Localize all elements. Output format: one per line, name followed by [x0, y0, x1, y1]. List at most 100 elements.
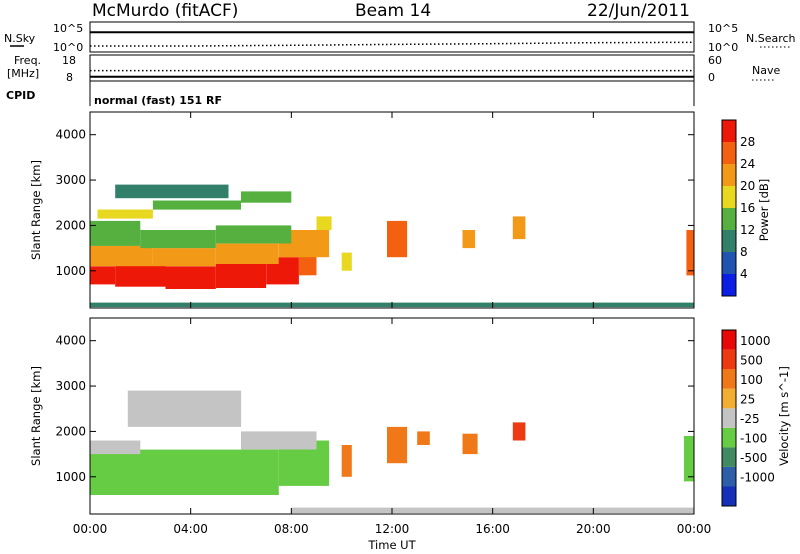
colorbar-segment	[722, 120, 736, 142]
velocity-y-axis: 4000 3000 2000 1000	[55, 334, 694, 484]
x-tick-label: 20:00	[576, 522, 611, 536]
velocity-colorbar: 1000 500 100 25 -25 -100 -500 -1000	[721, 329, 775, 507]
beam-title: Beam 14	[355, 1, 431, 21]
heatmap-cell	[90, 266, 116, 285]
heatmap-cell	[90, 220, 141, 246]
heatmap-cell	[97, 209, 153, 219]
y-tick-label: 3000	[55, 379, 86, 393]
nave-tick-low: 0	[708, 71, 715, 84]
heatmap-cell	[341, 252, 352, 271]
heatmap-cell	[215, 264, 267, 288]
colorbar-segment	[722, 274, 736, 296]
x-axis-label: Time UT	[367, 538, 416, 552]
colorbar-segment	[722, 186, 736, 208]
velocity-heatmap	[90, 390, 694, 513]
colorbar-frame	[721, 119, 737, 297]
freq-label: Freq.	[14, 54, 41, 67]
heatmap-cell	[90, 440, 141, 455]
heatmap-cell	[462, 230, 476, 249]
nsearch-series-line	[90, 41, 695, 47]
power-colorbar: 28 24 20 16 12 8 4	[721, 119, 755, 297]
x-tick-label: 12:00	[375, 522, 410, 536]
x-tick-label: 08:00	[274, 522, 309, 536]
heatmap-cell	[241, 431, 317, 450]
colorbar-segment	[722, 164, 736, 186]
heatmap-cell	[462, 433, 478, 455]
heatmap-cell	[127, 390, 242, 427]
freq-tick-low: 8	[66, 71, 73, 84]
y-tick-label: 4000	[55, 334, 86, 348]
colorbar-segment	[722, 447, 736, 467]
colorbar-segment	[722, 466, 736, 487]
colorbar-tick-label: -25	[740, 412, 760, 426]
colorbar-segment	[722, 486, 736, 506]
noise-panel-frame	[89, 21, 695, 53]
heatmap-cell	[115, 184, 229, 199]
heatmap-cell	[215, 243, 279, 264]
colorbar-segment	[722, 142, 736, 164]
y-tick-label: 4000	[55, 128, 86, 142]
date-title: 22/Jun/2011	[587, 1, 690, 21]
heatmap-cell	[316, 216, 332, 230]
heatmap-cell	[512, 216, 526, 240]
nave-tick-high: 60	[708, 54, 722, 67]
y-tick-label: 2000	[55, 218, 86, 232]
power-y-axis: 4000 3000 2000 1000	[55, 128, 694, 278]
velocity-y-axis-label: Slant Range [km]	[29, 366, 43, 466]
colorbar-frame	[721, 329, 737, 507]
y-tick-label: 1000	[55, 470, 86, 484]
heatmap-cell	[90, 449, 279, 495]
station-title: McMurdo (fitACF)	[92, 1, 238, 21]
colorbar-tick-label: 28	[740, 135, 755, 149]
heatmap-cell	[115, 264, 166, 287]
heatmap-cell	[341, 445, 352, 477]
colorbar-tick-label: 25	[740, 392, 755, 406]
nsky-label: N.Sky	[4, 32, 36, 45]
nsearch-label: N.Search	[746, 32, 796, 45]
colorbar-segment	[722, 408, 736, 428]
nave-label: Nave	[752, 64, 780, 77]
x-tick-label: 16:00	[475, 522, 510, 536]
y-tick-label: 2000	[55, 424, 86, 438]
x-tick-label: 00:00	[73, 522, 108, 536]
colorbar-tick-label: 1000	[740, 334, 771, 348]
colorbar-segment	[722, 230, 736, 252]
colorbar-tick-label: 4	[740, 267, 748, 281]
colorbar-segment	[722, 388, 736, 409]
heatmap-cell	[686, 230, 694, 276]
colorbar-segment	[722, 208, 736, 230]
colorbar-segment	[722, 369, 736, 389]
cpid-text: normal (fast) 151 RF	[94, 94, 222, 107]
colorbar-tick-label: -1000	[740, 471, 775, 485]
colorbar-tick-label: 8	[740, 245, 748, 259]
heatmap-cell	[512, 422, 526, 441]
heatmap-cell	[90, 245, 153, 267]
power-heatmap	[90, 184, 694, 308]
heatmap-cell	[298, 252, 317, 276]
colorbar-segment	[722, 427, 736, 448]
heatmap-cell	[140, 230, 216, 249]
nsearch-tick-high: 10^5	[708, 22, 738, 35]
colorbar-tick-label: 12	[740, 223, 755, 237]
freq-tick-high: 18	[62, 54, 76, 67]
nsearch-tick-low: 10^0	[708, 41, 738, 54]
velocity-colorbar-label: Velocity [m s^-1]	[777, 366, 791, 466]
heatmap-cell	[387, 220, 408, 258]
x-axis: 00:00 04:00 08:00 12:00 16:00 20:00 00:00	[73, 112, 711, 536]
colorbar-segment	[722, 349, 736, 370]
x-tick-label: 04:00	[173, 522, 208, 536]
heatmap-cell	[215, 225, 292, 244]
heatmap-cell	[152, 248, 216, 267]
colorbar-tick-label: 100	[740, 373, 763, 387]
freq-unit-label: [MHz]	[7, 67, 39, 80]
y-tick-label: 3000	[55, 173, 86, 187]
heatmap-cell	[683, 436, 694, 482]
cpid-label: CPID	[6, 89, 35, 102]
heatmap-cell	[152, 200, 241, 210]
colorbar-tick-label: -500	[740, 451, 767, 465]
heatmap-cell	[241, 191, 292, 203]
power-y-axis-label: Slant Range [km]	[29, 160, 43, 260]
heatmap-cell	[387, 426, 408, 464]
colorbar-tick-label: 500	[740, 353, 763, 367]
